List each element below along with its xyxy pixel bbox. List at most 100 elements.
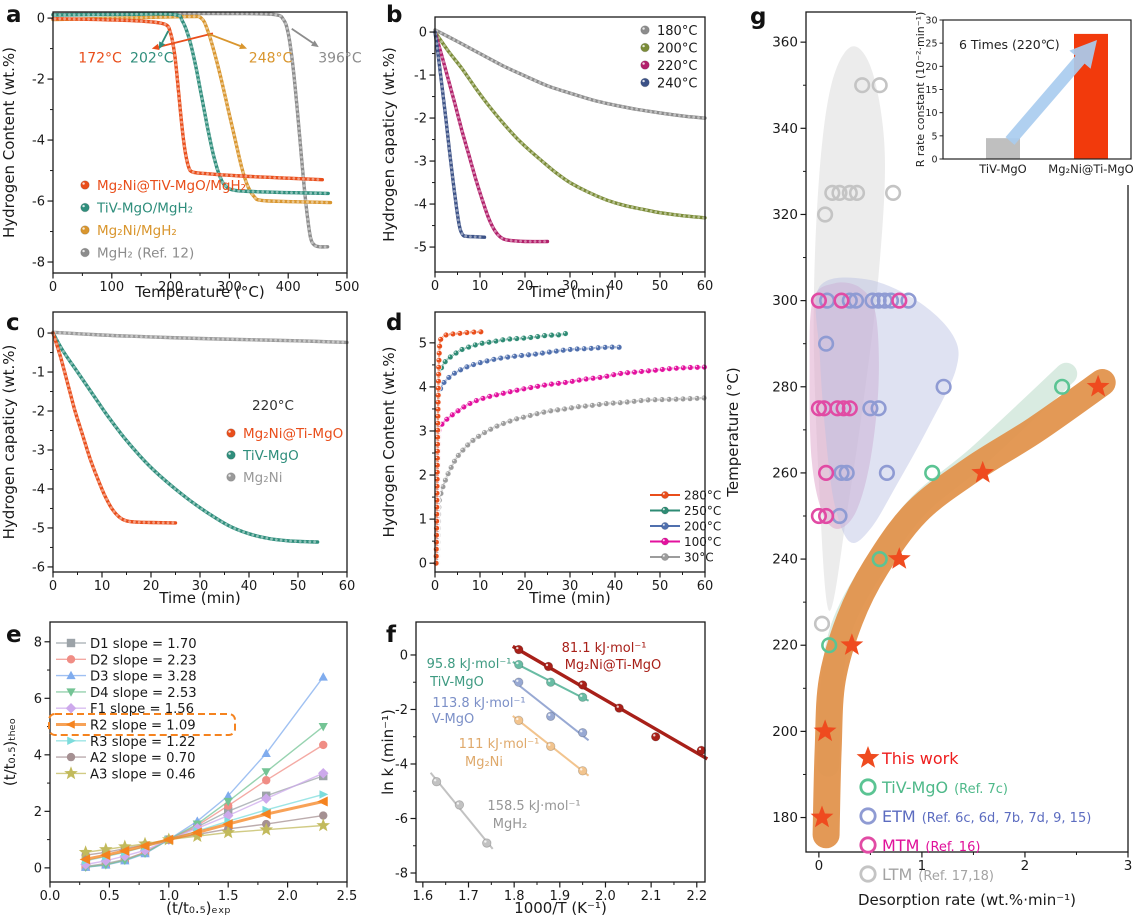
el-circle	[207, 134, 211, 138]
el-circle	[151, 468, 155, 472]
el-circle	[197, 12, 201, 15]
el-circle	[435, 484, 437, 487]
el-circle	[660, 537, 669, 546]
series-220°C	[433, 30, 550, 244]
el-circle	[233, 527, 237, 530]
el-circle	[635, 107, 638, 111]
el-circle	[327, 340, 330, 344]
el-circle	[435, 42, 438, 45]
el-circle	[528, 335, 531, 338]
legend: 180°C 200°C 220°C 240°C	[640, 24, 697, 91]
el-circle	[513, 415, 520, 423]
el-text: 6	[34, 692, 42, 707]
el-circle	[84, 444, 88, 447]
el-circle	[565, 90, 569, 94]
el-circle	[192, 502, 196, 505]
series-Mg₂Ni@Ti-MgO	[511, 644, 709, 761]
el-circle	[527, 148, 531, 152]
el-circle	[453, 102, 457, 105]
annotation: 113.8 kJ·mol⁻¹	[432, 696, 525, 711]
el-circle	[516, 679, 519, 683]
el-circle	[573, 345, 581, 353]
el-tspan: 200°C	[684, 520, 721, 534]
el-circle	[141, 458, 145, 461]
el-circle	[452, 459, 455, 462]
el-circle	[582, 402, 589, 410]
el-circle	[436, 407, 438, 410]
el-circle	[831, 184, 848, 201]
el-circle	[504, 238, 508, 242]
el-circle	[468, 157, 472, 161]
legend-item-label: A2 slope = 0.70	[90, 751, 196, 766]
el-circle	[308, 232, 312, 235]
el-circle	[255, 338, 258, 342]
el-circle	[630, 107, 634, 110]
el-text: 60	[339, 579, 356, 594]
el-circle	[301, 174, 305, 178]
el-circle	[640, 108, 643, 112]
inset-bar	[986, 138, 1020, 159]
el-circle	[55, 342, 58, 346]
el-circle	[78, 425, 82, 429]
el-circle	[653, 734, 656, 737]
annotation-arrow	[291, 28, 319, 48]
el-circle	[821, 637, 838, 654]
el-circle	[164, 15, 167, 19]
el-circle	[209, 144, 213, 148]
el-polygon	[318, 722, 328, 732]
el-circle	[159, 335, 162, 339]
el-circle	[445, 74, 449, 77]
el-circle	[611, 103, 615, 107]
el-circle	[144, 12, 148, 16]
el-circle	[101, 18, 105, 22]
el-circle	[177, 97, 181, 100]
el-path	[51, 331, 178, 525]
el-text: 0	[34, 861, 42, 876]
el-circle	[130, 334, 134, 338]
el-circle	[289, 50, 293, 54]
el-circle	[183, 336, 186, 340]
el-text: 4	[419, 380, 427, 395]
el-circle	[157, 521, 160, 524]
el-circle	[179, 111, 183, 115]
el-circle	[616, 202, 620, 206]
el-circle	[554, 349, 557, 351]
el-polygon	[319, 790, 329, 799]
el-circle	[294, 88, 297, 92]
el-circle	[216, 63, 220, 67]
el-circle	[474, 86, 477, 90]
el-circle	[449, 465, 452, 468]
el-circle	[473, 49, 477, 53]
el-circle	[299, 146, 302, 149]
legend-item-label: This work	[881, 749, 959, 768]
el-circle	[542, 83, 546, 86]
el-circle	[142, 521, 146, 524]
el-circle	[173, 487, 177, 491]
el-circle	[172, 44, 175, 48]
el-circle	[306, 222, 310, 226]
el-text: 4	[34, 748, 42, 763]
el-circle	[694, 364, 701, 371]
series-TiV-MgO (Ref. 7c)	[821, 378, 1071, 654]
el-tspan: F1 slope = 1.56	[90, 702, 194, 717]
el-circle	[645, 367, 652, 375]
el-circle	[259, 338, 263, 342]
el-circle	[616, 104, 620, 108]
el-circle	[445, 374, 453, 381]
el-circle	[261, 190, 265, 194]
el-circle	[476, 359, 484, 366]
el-circle	[285, 191, 289, 194]
el-circle	[623, 398, 631, 406]
series-Mg₂Ni	[512, 715, 590, 777]
el-circle	[513, 386, 521, 394]
el-circle	[159, 12, 163, 16]
el-circle	[520, 413, 527, 421]
el-circle	[524, 240, 527, 243]
series-TiV-MgO	[512, 659, 590, 702]
el-circle	[456, 330, 464, 337]
el-circle	[658, 111, 662, 115]
el-text: 40	[607, 579, 624, 594]
el-circle	[168, 15, 172, 19]
el-circle	[320, 201, 324, 204]
